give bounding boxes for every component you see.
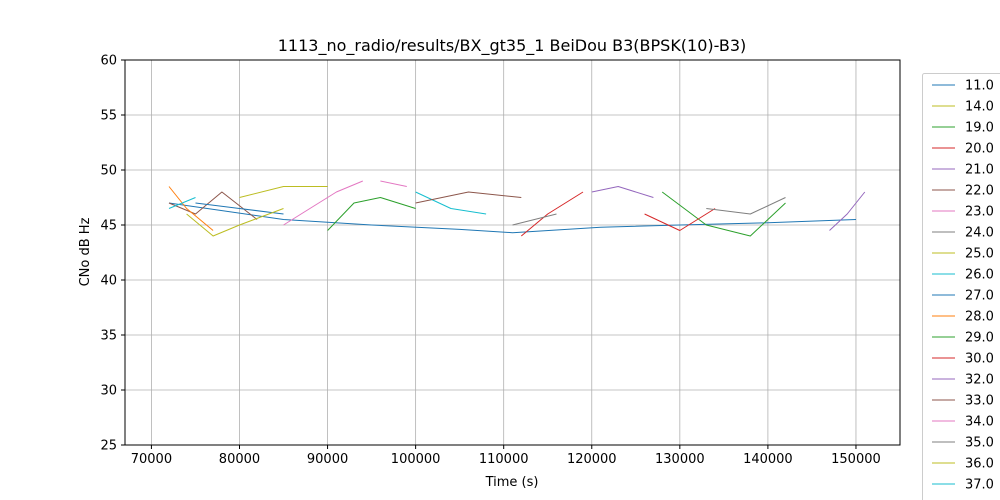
series-line-36-0 xyxy=(239,208,284,226)
series-line-26-0 xyxy=(415,191,487,215)
y-tick-label: 55 xyxy=(100,109,117,124)
series-line-28-0 xyxy=(168,186,214,231)
series-line-19-0 xyxy=(661,191,786,237)
legend-label: 27.0 xyxy=(965,289,994,304)
chart-title: 1113_no_radio/results/BX_gt35_1 BeiDou B… xyxy=(278,36,747,56)
legend-label: 32.0 xyxy=(965,373,994,388)
legend-label: 37.0 xyxy=(965,478,994,493)
plot-frame xyxy=(124,59,901,446)
series-line-11-0 xyxy=(168,202,857,234)
legend-label: 22.0 xyxy=(965,184,994,199)
series-line-32-0 xyxy=(591,186,654,198)
series-line-27-0 xyxy=(195,202,284,215)
x-axis-title: Time (s) xyxy=(485,475,539,490)
series-line-22-0 xyxy=(168,191,258,220)
legend-label: 19.0 xyxy=(965,121,994,136)
legend-label: 11.0 xyxy=(965,79,994,94)
legend-label: 29.0 xyxy=(965,331,994,346)
legend: 11.0 14.0 19.0 20.0 21.0 22.0 23.0 24.0 25.0 26.0… xyxy=(922,73,1000,500)
y-tick-label: 35 xyxy=(100,329,117,344)
plot-background xyxy=(125,60,900,445)
legend-label: 36.0 xyxy=(965,457,994,472)
y-tick-label: 30 xyxy=(100,384,117,399)
series-line-35-0 xyxy=(512,213,557,226)
legend-label: 33.0 xyxy=(965,394,994,409)
y-tick-label: 45 xyxy=(100,219,117,234)
series-line-20-0 xyxy=(644,208,716,231)
x-tick-label: 90000 xyxy=(307,452,348,467)
x-tick-label: 150000 xyxy=(831,452,881,467)
x-tick-label: 110000 xyxy=(479,452,529,467)
x-tick-label: 80000 xyxy=(219,452,260,467)
x-tick-label: 140000 xyxy=(743,452,793,467)
legend-label: 25.0 xyxy=(965,247,994,262)
legend-label: 26.0 xyxy=(965,268,994,283)
y-axis-title: CNo dB Hz xyxy=(78,217,93,286)
series-line-23-0 xyxy=(283,180,363,226)
series-line-24-0 xyxy=(706,197,786,215)
series-layer xyxy=(168,180,866,237)
legend-label: 35.0 xyxy=(965,436,994,451)
series-line-25-0 xyxy=(239,186,328,198)
y-tick-label: 40 xyxy=(100,274,117,289)
legend-label: 23.0 xyxy=(965,205,994,220)
series-line-29-0 xyxy=(327,197,416,231)
x-tick-label: 100000 xyxy=(391,452,441,467)
series-line-30-0 xyxy=(520,191,584,237)
legend-label: 14.0 xyxy=(965,100,994,115)
series-line-37-0 xyxy=(168,197,196,209)
x-tick-label: 70000 xyxy=(131,452,172,467)
legend-label: 30.0 xyxy=(965,352,994,367)
legend-label: 28.0 xyxy=(965,310,994,325)
x-tick-label: 120000 xyxy=(567,452,617,467)
legend-label: 24.0 xyxy=(965,226,994,241)
y-tick-label: 50 xyxy=(100,164,117,179)
legend-box xyxy=(922,73,1000,500)
legend-label: 20.0 xyxy=(965,142,994,157)
y-tick-label: 25 xyxy=(100,439,117,454)
series-line-33-0 xyxy=(415,191,522,204)
y-tick-label: 60 xyxy=(100,54,117,69)
x-tick-label: 130000 xyxy=(655,452,705,467)
legend-label: 34.0 xyxy=(965,415,994,430)
ticks: 70000 80000 90000 100000 110000 120000 130000 1… xyxy=(100,54,880,468)
series-line-14-0 xyxy=(186,213,240,237)
series-line-34-0 xyxy=(380,180,407,187)
series-line-21-0 xyxy=(829,191,866,231)
legend-label: 21.0 xyxy=(965,163,994,178)
